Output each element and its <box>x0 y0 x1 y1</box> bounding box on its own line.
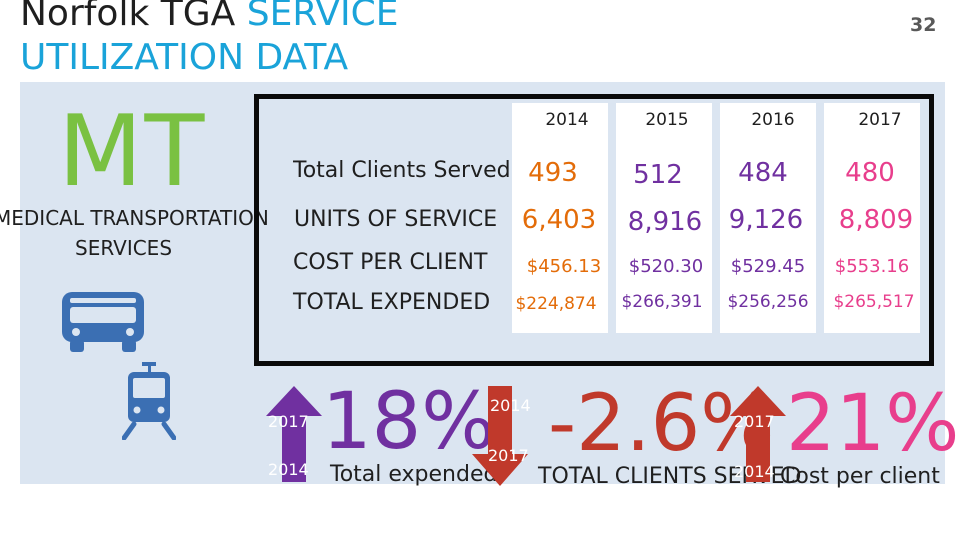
data-table-box <box>254 94 934 366</box>
column-bg-2014 <box>512 103 608 333</box>
row-label-total-expended: TOTAL EXPENDED <box>293 290 491 315</box>
table-cell: 512 <box>633 160 683 190</box>
summary-caption: Total expended <box>330 462 498 487</box>
column-bg-2016 <box>720 103 816 333</box>
bus-icon <box>58 292 148 358</box>
table-cell: $456.13 <box>526 256 602 277</box>
table-cell: 6,403 <box>521 205 597 235</box>
row-label-units: UNITS OF SERVICE <box>294 207 498 232</box>
table-cell: $520.30 <box>628 256 704 277</box>
year-header: 2017 <box>858 110 902 130</box>
summary-from-label: 2014 <box>734 462 775 481</box>
summary-percent: 18% <box>322 377 496 467</box>
column-bg-2015 <box>616 103 712 333</box>
summary-from-label: 2017 <box>268 412 309 431</box>
table-cell: $266,391 <box>621 292 703 312</box>
up-arrow-icon <box>266 386 322 486</box>
year-header: 2015 <box>645 110 689 130</box>
summary-caption: Cost per client <box>780 464 940 489</box>
up-arrow-icon <box>730 386 786 486</box>
table-cell: 493 <box>528 158 578 188</box>
summary-percent: -2.6% <box>548 379 775 469</box>
year-header: 2016 <box>751 110 795 130</box>
train-icon <box>121 362 177 444</box>
summary-percent: 21% <box>786 379 960 469</box>
program-name-line1: MEDICAL TRANSPORTATION <box>0 206 269 230</box>
table-cell: $224,874 <box>515 294 597 314</box>
title-line1-plain: Norfolk TGA <box>20 0 247 34</box>
table-cell: $265,517 <box>833 292 915 312</box>
row-label-cost-per-client: COST PER CLIENT <box>293 250 488 275</box>
title-line1-accent: SERVICE <box>246 0 399 34</box>
slide-number: 32 <box>910 14 937 36</box>
summary-to-label: 2017 <box>488 446 529 465</box>
column-bg-2017 <box>824 103 920 333</box>
summary-to-label: 2014 <box>268 460 309 479</box>
table-cell: $529.45 <box>730 256 806 277</box>
down-arrow-icon <box>472 386 528 490</box>
slide-title: Norfolk TGA SERVICE UTILIZATION DATA <box>20 0 399 80</box>
table-cell: 8,809 <box>838 205 914 235</box>
table-cell: 8,916 <box>627 207 703 237</box>
table-cell: $256,256 <box>727 292 809 312</box>
program-code: MT <box>58 95 207 209</box>
program-name-line2: SERVICES <box>75 236 173 260</box>
title-line2: UTILIZATION DATA <box>20 37 349 78</box>
table-cell: 9,126 <box>728 205 804 235</box>
summary-to-label: 2017 <box>734 412 775 431</box>
table-cell: 480 <box>845 158 895 188</box>
table-cell: $553.16 <box>834 256 910 277</box>
row-label-total-clients: Total Clients Served <box>293 158 511 183</box>
year-header: 2014 <box>545 110 589 130</box>
table-cell: 484 <box>738 158 788 188</box>
summary-from-label: 2014 <box>490 396 531 415</box>
